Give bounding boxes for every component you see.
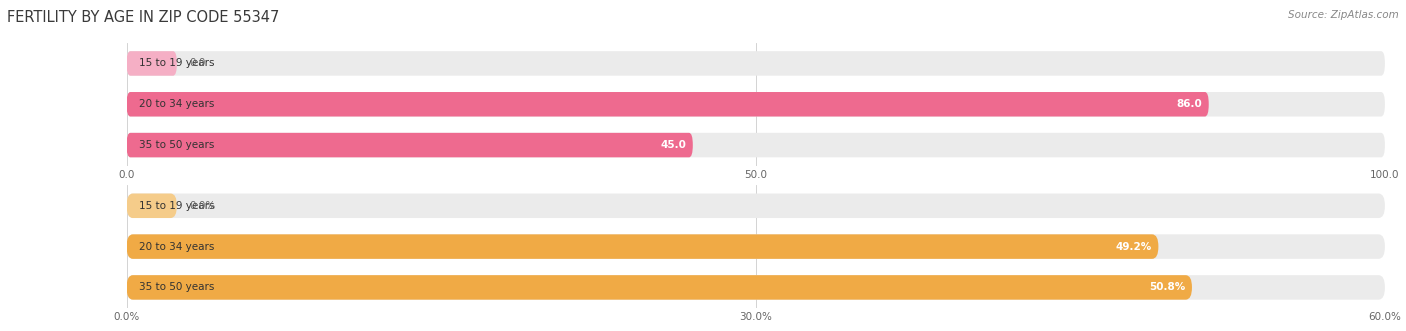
FancyBboxPatch shape (127, 194, 1385, 218)
Text: 15 to 19 years: 15 to 19 years (139, 201, 215, 211)
Text: 50.8%: 50.8% (1150, 282, 1185, 292)
Text: 20 to 34 years: 20 to 34 years (139, 99, 215, 109)
FancyBboxPatch shape (127, 92, 1385, 117)
Text: 0.0: 0.0 (190, 59, 205, 69)
Text: 35 to 50 years: 35 to 50 years (139, 282, 215, 292)
Text: FERTILITY BY AGE IN ZIP CODE 55347: FERTILITY BY AGE IN ZIP CODE 55347 (7, 10, 280, 25)
Text: 35 to 50 years: 35 to 50 years (139, 140, 215, 150)
Text: 45.0: 45.0 (661, 140, 686, 150)
FancyBboxPatch shape (127, 51, 1385, 76)
FancyBboxPatch shape (127, 133, 1385, 157)
FancyBboxPatch shape (127, 194, 177, 218)
FancyBboxPatch shape (127, 275, 1385, 300)
Text: 0.0%: 0.0% (190, 201, 215, 211)
Text: Source: ZipAtlas.com: Source: ZipAtlas.com (1288, 10, 1399, 20)
FancyBboxPatch shape (127, 51, 177, 76)
Text: 15 to 19 years: 15 to 19 years (139, 59, 215, 69)
Text: 49.2%: 49.2% (1116, 242, 1152, 252)
Text: 86.0: 86.0 (1177, 99, 1202, 109)
FancyBboxPatch shape (127, 133, 693, 157)
FancyBboxPatch shape (127, 275, 1192, 300)
FancyBboxPatch shape (127, 234, 1385, 259)
Text: 20 to 34 years: 20 to 34 years (139, 242, 215, 252)
FancyBboxPatch shape (127, 234, 1159, 259)
FancyBboxPatch shape (127, 92, 1209, 117)
